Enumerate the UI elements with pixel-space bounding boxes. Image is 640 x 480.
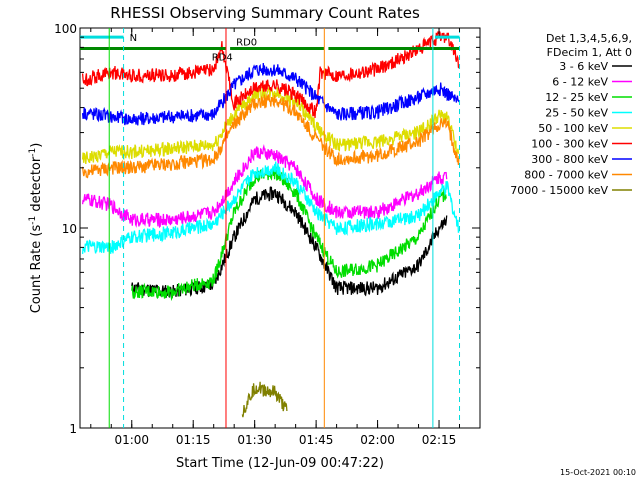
legend-label-7: 800 - 7000 keV: [524, 169, 608, 182]
legend-label-8: 7000 - 15000 keV: [510, 184, 608, 197]
legend-label-5: 100 - 300 keV: [531, 138, 608, 151]
x-tick-label: 01:30: [237, 433, 272, 447]
series-line-2: [131, 166, 448, 302]
vline-layer: [108, 28, 461, 428]
series-layer: [81, 31, 460, 418]
annotation-rd0: RD0: [236, 37, 257, 48]
x-tick-label: 01:00: [114, 433, 149, 447]
tick-layer: 1 10 100 01:00 01:15 01:30 01:45 02:00 02:15: [54, 22, 481, 447]
legend-label-4: 50 - 100 keV: [538, 122, 608, 135]
series-line-6: [81, 62, 460, 126]
footer-date: 15-Oct-2021 00:10: [560, 468, 636, 477]
series-line-8: [241, 381, 288, 418]
y-tick-label: 100: [54, 22, 77, 36]
series-line-7: [81, 93, 460, 179]
legend-label-2: 12 - 25 keV: [545, 91, 608, 104]
y-axis-label-sup2: -1: [28, 148, 38, 157]
annotation-rd4: RD4: [212, 52, 233, 63]
status-layer: [80, 35, 460, 50]
chart-title: RHESSI Observing Summary Count Rates: [110, 4, 420, 22]
legend-header-0: Det 1,3,4,5,6,9,: [546, 32, 632, 45]
legend-label-3: 25 - 50 keV: [545, 107, 608, 120]
legend-label-0: 3 - 6 keV: [559, 60, 608, 73]
x-tick-label: 01:15: [176, 433, 211, 447]
y-axis-label-end: ): [29, 143, 44, 148]
x-tick-label: 02:15: [422, 433, 457, 447]
y-axis-label-sup: -1: [28, 216, 38, 225]
series-line-5: [81, 31, 460, 119]
series-line-1: [81, 144, 448, 229]
y-axis-label: Count Rate (s-1 detector-1): [28, 143, 44, 314]
x-tick-label: 01:45: [299, 433, 334, 447]
legend-label-1: 6 - 12 keV: [552, 76, 608, 89]
y-axis-label-main: Count Rate (s: [29, 225, 44, 314]
legend-label-6: 300 - 800 keV: [531, 153, 608, 166]
y-tick-label: 1: [69, 422, 77, 436]
series-line-3: [81, 161, 460, 254]
y-axis-label-rest: detector: [29, 156, 44, 216]
x-axis-label: Start Time (12-Jun-09 00:47:22): [176, 456, 384, 471]
annotation-n: N: [130, 33, 137, 44]
x-tick-label: 02:00: [360, 433, 395, 447]
legend-header-1: FDecim 1, Att 0: [547, 46, 632, 59]
legend: Det 1,3,4,5,6,9,FDecim 1, Att 03 - 6 keV…: [510, 32, 632, 197]
y-tick-label: 10: [62, 222, 77, 236]
